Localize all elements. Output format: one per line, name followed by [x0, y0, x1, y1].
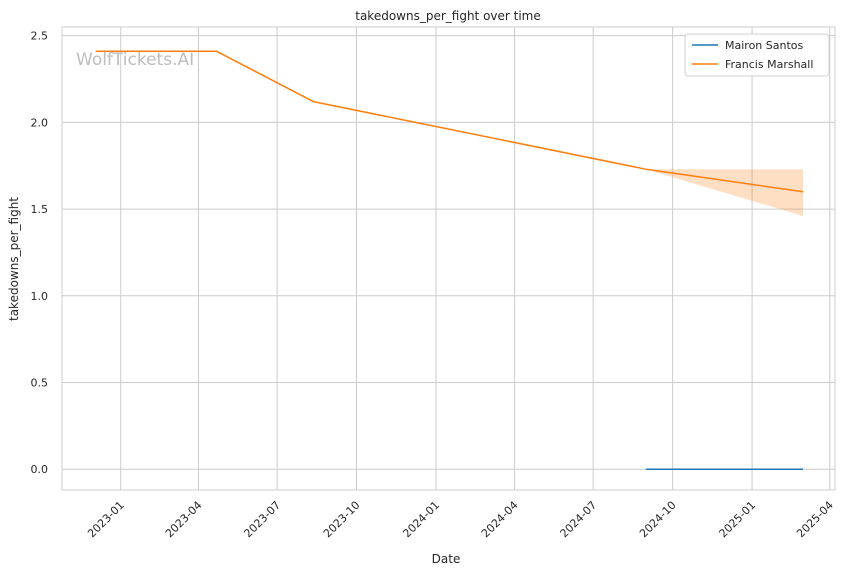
watermark: WolfTickets.AI — [76, 50, 194, 70]
y-axis-label: takedowns_per_fight — [7, 197, 21, 321]
x-tick-label: 2023-04 — [163, 499, 205, 541]
y-tick-label: 0.0 — [31, 463, 49, 476]
y-tick-label: 2.5 — [31, 30, 49, 43]
y-tick-label: 2.0 — [31, 116, 49, 129]
x-tick-label: 2025-01 — [717, 499, 759, 541]
grid — [62, 27, 835, 490]
x-tick-label: 2025-04 — [794, 499, 836, 541]
legend-box — [684, 33, 830, 77]
plot-frame — [61, 26, 836, 491]
y-tick-label: 0.5 — [31, 376, 49, 389]
series-lines — [95, 50, 804, 470]
y-tick-label: 1.5 — [31, 203, 49, 216]
y-tick-label: 1.0 — [31, 290, 49, 303]
confidence-band — [645, 169, 803, 216]
x-axis-label: Date — [432, 552, 461, 566]
x-tick-label: 2023-07 — [241, 499, 283, 541]
x-tick-label: 2023-01 — [85, 499, 127, 541]
x-tick-label: 2024-07 — [558, 499, 600, 541]
y-tick-labels: 0.0 0.5 1.0 1.5 2.0 2.5 — [31, 30, 49, 477]
x-tick-label: 2023-10 — [321, 499, 363, 541]
x-tick-label: 2024-04 — [479, 499, 521, 541]
confidence-bands — [645, 169, 803, 216]
legend: Mairon Santos Francis Marshall — [684, 33, 830, 77]
x-tick-label: 2024-10 — [637, 499, 679, 541]
x-tick-labels: 2023-01 2023-04 2023-07 2023-10 2024-01 2024-… — [85, 499, 836, 541]
chart-title: takedowns_per_fight over time — [355, 9, 541, 23]
x-tick-label: 2024-01 — [400, 499, 442, 541]
legend-label: Francis Marshall — [725, 58, 813, 71]
legend-label: Mairon Santos — [725, 39, 804, 52]
series-line — [95, 50, 804, 193]
plot-background — [62, 27, 835, 490]
